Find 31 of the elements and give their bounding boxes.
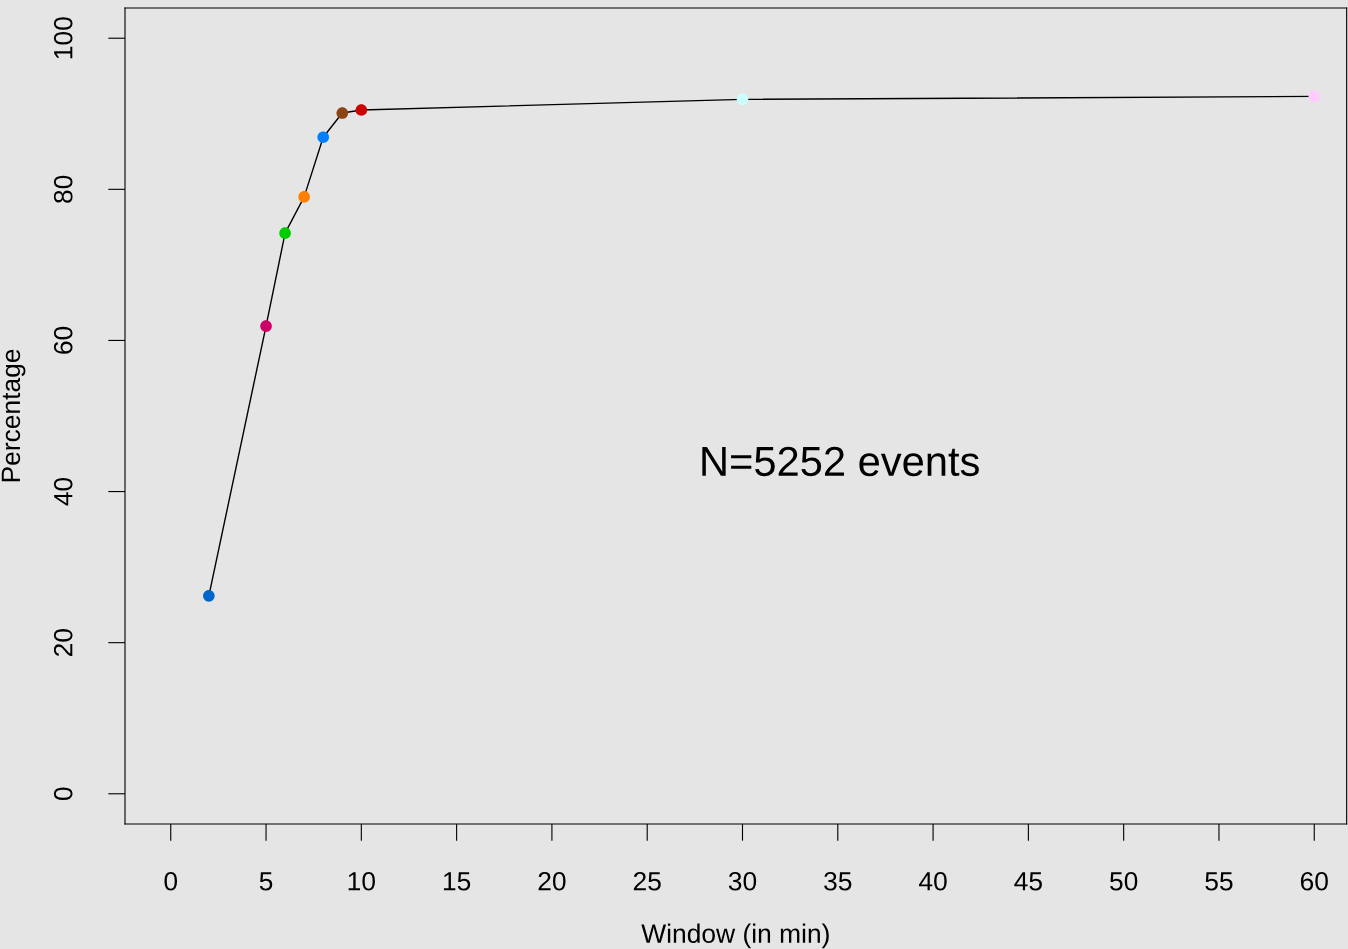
x-tick-label: 10 bbox=[348, 871, 375, 891]
x-tick-label: 50 bbox=[1110, 871, 1138, 891]
x-axis-title: Window (in min) bbox=[641, 923, 829, 949]
x-tick-label: 40 bbox=[919, 871, 947, 891]
x-tick-label: 35 bbox=[824, 871, 852, 891]
x-tick-label: 15 bbox=[443, 872, 471, 891]
annotation: N=5252 events bbox=[702, 446, 979, 477]
x-tick-label: 55 bbox=[1205, 872, 1233, 891]
point bbox=[279, 227, 291, 239]
point bbox=[260, 320, 272, 332]
point bbox=[298, 191, 310, 203]
point bbox=[736, 93, 749, 106]
point bbox=[355, 104, 368, 116]
y-tick-label: 20 bbox=[53, 629, 73, 657]
x-tick-label: 20 bbox=[538, 871, 566, 891]
y-tick-label: 0 bbox=[53, 787, 73, 801]
x-tick-label: 30 bbox=[728, 871, 757, 891]
point bbox=[1308, 90, 1321, 103]
point bbox=[336, 107, 349, 119]
point bbox=[317, 131, 330, 144]
x-tick-label: 5 bbox=[259, 872, 273, 891]
point bbox=[203, 590, 215, 602]
x-tick-label: 25 bbox=[633, 871, 661, 891]
x-tick-label: 0 bbox=[164, 871, 178, 891]
y-tick-label: 40 bbox=[53, 477, 73, 506]
y-tick-label: 100 bbox=[53, 17, 73, 59]
y-tick-label: 80 bbox=[53, 175, 73, 203]
y-axis-title: Percentage bbox=[1, 349, 26, 482]
y-tick-label: 60 bbox=[53, 326, 73, 354]
x-tick-label: 45 bbox=[1014, 872, 1042, 891]
x-tick-label: 60 bbox=[1300, 871, 1328, 891]
